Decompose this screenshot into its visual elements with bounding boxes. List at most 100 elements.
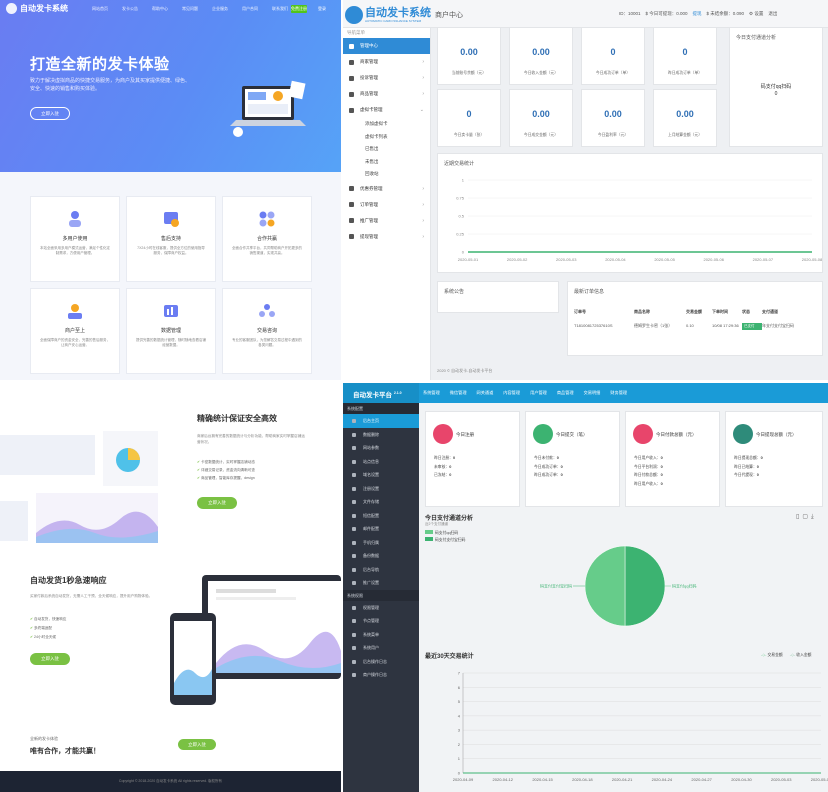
nav-item[interactable]: 常见问题 (182, 6, 198, 11)
stat-box-register: 今日注册 昨日注册：0 未审核：0 已冻结：0 (425, 411, 520, 507)
menu-item-content[interactable]: 内容管理 (503, 390, 521, 395)
sidebar-item-virtual-cards[interactable]: 虚拟卡管理 ⌄ (341, 102, 430, 118)
withdraw-link[interactable]: 提现 (692, 11, 702, 16)
sidebar-item[interactable]: 系统菜单 (341, 628, 419, 642)
sidebar-item[interactable]: 节点管理 (341, 614, 419, 628)
menu-item-wechat[interactable]: 微信管理 (449, 390, 467, 395)
row-value: 0 (760, 456, 763, 460)
logout-link[interactable]: 退出 (768, 11, 778, 16)
sidebar-item[interactable]: 后台导航 (341, 563, 419, 577)
y-tick-label: 1 (462, 178, 465, 183)
sidebar-item[interactable]: 权限管理 (341, 601, 419, 615)
panel-title: 最新订单信息 (574, 289, 605, 295)
sidebar-item[interactable]: 注册设置 (341, 482, 419, 496)
sidebar-subitem[interactable]: 添加虚拟卡 (365, 121, 388, 127)
menu-item-system[interactable]: 系统管理 (423, 390, 440, 395)
settings-link[interactable]: ⚙ 设置 (749, 11, 764, 16)
sidebar-subitem[interactable]: 未售出 (365, 158, 379, 164)
sidebar-item-products[interactable]: 商品管理 › (341, 86, 430, 102)
menu-item-gateway[interactable]: 网关通道 (476, 390, 494, 395)
y-tick-label: 6 (458, 685, 461, 690)
feature-title: 合作共赢 (256, 236, 277, 242)
orders-table: 订单号 商品名称 交易金额 下单时间 状态 支付通道 T181008172537… (574, 309, 820, 330)
hero-join-button[interactable]: 立即入驻 (30, 107, 70, 120)
sidebar-subitem[interactable]: 回收站 (365, 171, 379, 177)
nav-item[interactable]: 帮助中心 (152, 6, 168, 11)
sidebar-item[interactable]: 网站参数 (341, 441, 419, 455)
row-label: 昨日提现总额： (734, 456, 761, 460)
nav-heading: 导航菜单 (347, 30, 365, 35)
sidebar-item[interactable]: 商户操作日志 (341, 668, 419, 682)
trash-icon[interactable]: ▯ (796, 514, 803, 520)
legend-label[interactable]: 收入金额 (796, 653, 812, 657)
sidebar-item-promotion[interactable]: 推广管理 › (341, 213, 430, 229)
card-icon (349, 107, 354, 113)
site-logo[interactable]: 自动发卡系统 (6, 3, 68, 14)
admin-topbar: 自动发卡平台 2.1.0 系统管理 微信管理 网关通道 内容管理 用户管理 商品… (341, 383, 828, 403)
dashboard-logo[interactable]: 自动发卡系统 AUTOMATIC CARD ISSUANCE SYSTEM (345, 4, 435, 26)
join-button[interactable]: 立即入驻 (197, 497, 237, 509)
sidebar-subitem[interactable]: 虚拟卡列表 (365, 133, 388, 139)
x-tick-label: 2020-04-24 (652, 777, 673, 782)
nav-item[interactable]: 发卡公告 (122, 6, 138, 11)
legend-label[interactable]: 交易金额 (767, 653, 783, 657)
legend-label[interactable]: 码支付支付宝扫码 (435, 538, 466, 542)
sidebar-item-dashboard[interactable]: 管理中心 (341, 38, 430, 54)
sidebar-item-withdraw[interactable]: 提现管理 › (341, 229, 430, 245)
sidebar-item[interactable]: 推广设置 (341, 576, 419, 590)
download-icon[interactable]: ⤓ (810, 514, 817, 520)
y-tick-label: 0.5 (458, 214, 464, 219)
login-link[interactable]: 登录 (318, 6, 326, 11)
sidebar-item[interactable]: 域名设置 (341, 468, 419, 482)
sidebar-item[interactable]: 备份数据 (341, 549, 419, 563)
menu-item-products[interactable]: 商品管理 (556, 390, 574, 395)
chevron-right-icon: › (422, 201, 424, 208)
list-item: 商品管理，智能库存提醒，design (197, 474, 255, 482)
feature-card: 交易咨询 专业的客服团队，为您解答交易过程中遇到的各类问题。 (222, 288, 312, 374)
sidebar-item[interactable]: 手机归属 (341, 536, 419, 550)
x-tick-label: 2020-05-05 (654, 257, 675, 262)
pay-channel-panel: 今日支付通道分析 码支付qq扫码 0 (729, 27, 823, 147)
section-desc: 买家付款后系统自动发货，无需人工干预，全天候响应，提升用户购物体验。 (30, 594, 153, 598)
nav-item[interactable]: 企业服务 (212, 6, 228, 11)
row-value: 0 (660, 481, 663, 486)
register-button[interactable]: 免费注册 (291, 5, 307, 13)
sidebar-item[interactable]: 后台操作日志 (341, 655, 419, 669)
chevron-right-icon: › (422, 233, 424, 240)
sidebar-label: 商品管理 (360, 91, 378, 96)
sidebar-item[interactable]: 后台主页 (341, 414, 419, 428)
sidebar-item-merchant[interactable]: 商家管理 › (341, 54, 430, 70)
menu-item-transactions[interactable]: 交易明细 (583, 390, 601, 395)
stat-value: 0.00 (460, 47, 478, 57)
row-value: 0 (756, 464, 759, 469)
sidebar-label: 订单管理 (360, 201, 378, 207)
legend-label[interactable]: 码支付qq扫码 (435, 531, 459, 535)
feature-card: 多用户使用 本站全面采用多用户模式运营，满足个性化定制需求，方便用户管理。 (30, 196, 120, 282)
join-button[interactable]: 立即入驻 (178, 739, 216, 750)
nav-item[interactable]: 网站首页 (92, 6, 108, 11)
sidebar-item-coupons[interactable]: 优惠券管理 › (341, 181, 430, 197)
nav-item[interactable]: 用户合同 (242, 6, 258, 11)
join-button[interactable]: 立即入驻 (30, 653, 70, 665)
sidebar-item[interactable]: 系统用户 (341, 641, 419, 655)
admin-brand[interactable]: 自动发卡平台 2.1.0 (341, 383, 419, 403)
sidebar-item[interactable]: 数据删除 (341, 428, 419, 442)
table-row[interactable]: T181008172537610S 德姆罗生卡密（1张） 0.10 10/08 … (574, 323, 820, 330)
sidebar-item[interactable]: 短信配置 (341, 509, 419, 523)
sidebar-item[interactable]: 文件存储 (341, 495, 419, 509)
row-value: 0 (560, 464, 563, 469)
menu-item-finance[interactable]: 财务管理 (610, 390, 628, 395)
y-tick-label: 1 (458, 756, 461, 761)
sidebar-item[interactable]: 站点信息 (341, 455, 419, 469)
sidebar-item[interactable]: 邮件配置 (341, 522, 419, 536)
pie-slice (624, 545, 666, 627)
sidebar-label: 商家管理 (360, 59, 378, 64)
sidebar-subitem[interactable]: 已售出 (365, 146, 379, 152)
refresh-icon[interactable]: ▢ (802, 514, 811, 520)
menu-item-users[interactable]: 用户管理 (530, 390, 547, 395)
sidebar-item-complaints[interactable]: 投诉管理 › (341, 70, 430, 86)
nav-item[interactable]: 联系我们 (272, 6, 288, 11)
sidebar-item-orders[interactable]: 订单管理 › (341, 197, 430, 213)
x-tick-label: 2020-05-04 (605, 257, 626, 262)
col-header: 订单号 (574, 309, 586, 314)
